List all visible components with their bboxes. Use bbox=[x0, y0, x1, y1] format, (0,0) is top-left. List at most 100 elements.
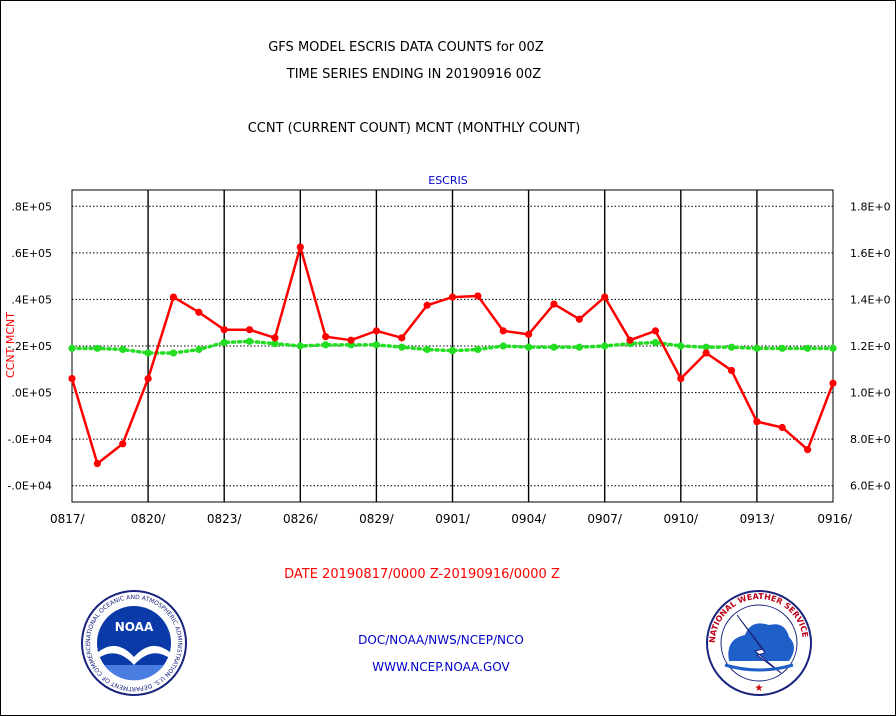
ccnt-point bbox=[727, 366, 736, 375]
ccnt-point bbox=[499, 327, 507, 335]
ccnt-point bbox=[829, 379, 837, 387]
y-tick-label-left: .4E+05 bbox=[11, 293, 52, 306]
x-axis-tick-labels: 0817/0820/0823/0826/0829/0901/0904/0907/… bbox=[50, 512, 853, 526]
org-line[interactable]: DOC/NOAA/NWS/NCEP/NCO bbox=[358, 633, 524, 647]
x-tick-label: 0901/ bbox=[435, 512, 471, 526]
ccnt-point bbox=[119, 440, 127, 448]
noaa-logo: NOAA NATIONAL OCEANIC AND ATMOSPHERIC AD… bbox=[81, 590, 187, 696]
mcnt-point bbox=[296, 342, 304, 350]
ccnt-point bbox=[702, 349, 710, 357]
nws-logo: NATIONAL WEATHER SERVICE ★ bbox=[706, 590, 812, 696]
mcnt-point bbox=[651, 338, 660, 347]
ccnt-point bbox=[93, 459, 101, 468]
mcnt-point bbox=[220, 338, 228, 347]
mcnt-point bbox=[271, 340, 279, 348]
mcnt-point bbox=[144, 349, 152, 357]
chart-subtitle: CCNT (CURRENT COUNT) MCNT (MONTHLY COUNT… bbox=[248, 121, 581, 136]
x-tick-label: 0913/ bbox=[740, 512, 776, 526]
mcnt-point bbox=[677, 342, 685, 350]
vertical-gridlines bbox=[147, 190, 758, 502]
chart-title-line1: GFS MODEL ESCRIS DATA COUNTS for 00Z bbox=[268, 40, 544, 55]
x-tick-label: 0910/ bbox=[664, 512, 700, 526]
ccnt-point bbox=[778, 423, 786, 432]
ccnt-point bbox=[296, 243, 304, 251]
mcnt-point bbox=[169, 349, 178, 357]
x-tick-label: 0820/ bbox=[131, 512, 167, 526]
mcnt-point bbox=[601, 342, 609, 350]
y-tick-label-left: .6E+05 bbox=[11, 247, 52, 260]
ccnt-point bbox=[372, 327, 380, 335]
ccnt-point bbox=[474, 292, 482, 300]
mcnt-point bbox=[804, 344, 812, 352]
mcnt-point bbox=[778, 344, 786, 352]
mcnt-point bbox=[702, 343, 710, 351]
mcnt-point bbox=[829, 344, 837, 352]
y-tick-label-left: -.2E+05 bbox=[7, 340, 52, 353]
y-tick-label-left: -.0E+04 bbox=[7, 480, 52, 493]
ccnt-point bbox=[448, 293, 457, 301]
ccnt-point bbox=[677, 374, 685, 383]
mcnt-point bbox=[68, 344, 76, 352]
mcnt-point bbox=[525, 343, 533, 351]
mcnt-point bbox=[93, 344, 101, 352]
ccnt-point bbox=[626, 336, 634, 344]
x-tick-label: 0904/ bbox=[511, 512, 547, 526]
x-tick-label: 0826/ bbox=[283, 512, 319, 526]
series-ccnt bbox=[68, 243, 837, 468]
mcnt-point bbox=[195, 345, 203, 354]
y-tick-label-right: 1.0E+0 bbox=[850, 387, 891, 400]
ccnt-point bbox=[525, 330, 533, 338]
nws-star-icon: ★ bbox=[755, 683, 764, 694]
ccnt-point bbox=[575, 315, 583, 323]
noaa-logo-text: NOAA bbox=[115, 620, 154, 634]
ccnt-point bbox=[144, 374, 152, 383]
mcnt-point bbox=[727, 343, 736, 351]
x-tick-label: 0823/ bbox=[207, 512, 243, 526]
y-tick-label-left: .8E+05 bbox=[11, 200, 52, 213]
mcnt-point bbox=[322, 341, 330, 349]
y-tick-label-left: -.0E+04 bbox=[7, 433, 52, 446]
mcnt-point bbox=[245, 337, 254, 345]
y-tick-label-right: 6.0E+0 bbox=[850, 480, 891, 493]
y-tick-label-right: 1.8E+0 bbox=[850, 200, 891, 213]
ccnt-point bbox=[169, 293, 178, 301]
series-mcnt bbox=[68, 337, 837, 357]
left-axis-tick-labels: -.0E+04 -.0E+04 .0E+05 -.2E+05 .4E+05 .6E+05.… bbox=[7, 200, 52, 492]
y-tick-label-right: 1.2E+0 bbox=[850, 340, 891, 353]
y-axis-label: CCNT MCNT bbox=[4, 312, 17, 378]
chart-title-line2: TIME SERIES ENDING IN 20190916 00Z bbox=[286, 67, 542, 82]
ccnt-point bbox=[347, 336, 355, 344]
ccnt-point bbox=[195, 308, 203, 316]
ccnt-point bbox=[804, 446, 812, 454]
url-line[interactable]: WWW.NCEP.NOAA.GOV bbox=[372, 660, 510, 674]
date-range: DATE 20190817/0000 Z-20190916/0000 Z bbox=[284, 567, 560, 582]
mcnt-point bbox=[575, 343, 583, 351]
mcnt-point bbox=[398, 343, 406, 351]
mcnt-point bbox=[423, 345, 431, 354]
x-tick-label: 0817/ bbox=[50, 512, 86, 526]
x-tick-label: 0829/ bbox=[359, 512, 395, 526]
ccnt-point bbox=[550, 300, 558, 308]
ccnt-point bbox=[68, 374, 76, 383]
mcnt-point bbox=[499, 342, 507, 350]
x-tick-label: 0907/ bbox=[587, 512, 623, 526]
ccnt-point bbox=[753, 418, 761, 426]
ccnt-point bbox=[398, 334, 406, 342]
mcnt-point bbox=[550, 343, 558, 351]
right-axis-tick-labels: 6.0E+0 8.0E+0 1.0E+0 1.2E+0 1.4E+0 1.6E+0 1.8E… bbox=[850, 200, 891, 492]
ccnt-point bbox=[651, 327, 660, 335]
x-tick-label: 0916/ bbox=[817, 512, 853, 526]
panel-label: ESCRIS bbox=[428, 174, 468, 187]
mcnt-point bbox=[448, 347, 457, 355]
ccnt-point bbox=[601, 293, 609, 301]
y-tick-label-right: 1.4E+0 bbox=[850, 293, 891, 306]
ccnt-point bbox=[220, 326, 228, 334]
mcnt-point bbox=[372, 341, 380, 349]
ccnt-point bbox=[245, 326, 254, 334]
y-tick-label-right: 1.6E+0 bbox=[850, 247, 891, 260]
y-tick-label-right: 8.0E+0 bbox=[850, 433, 891, 446]
y-tick-label-left: .0E+05 bbox=[11, 387, 52, 400]
mcnt-point bbox=[753, 344, 761, 352]
mcnt-point bbox=[119, 345, 127, 354]
